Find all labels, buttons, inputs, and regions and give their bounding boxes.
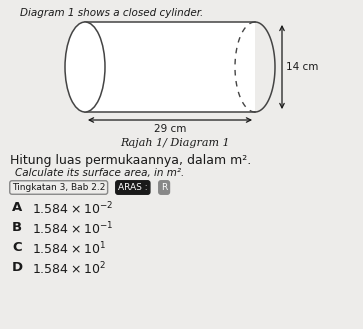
Text: $1.584\times10^{1}$: $1.584\times10^{1}$	[32, 241, 106, 258]
Text: 14 cm: 14 cm	[286, 62, 318, 72]
Text: Calculate its surface area, in m².: Calculate its surface area, in m².	[15, 168, 184, 178]
Text: A: A	[12, 201, 22, 214]
Text: $1.584\times10^{2}$: $1.584\times10^{2}$	[32, 261, 106, 278]
Text: $1.584\times10^{-1}$: $1.584\times10^{-1}$	[32, 221, 113, 238]
Text: 29 cm: 29 cm	[154, 124, 186, 134]
Text: Rajah 1/ Diagram 1: Rajah 1/ Diagram 1	[120, 138, 230, 148]
Text: Diagram 1 shows a closed cylinder.: Diagram 1 shows a closed cylinder.	[20, 8, 203, 18]
Text: D: D	[12, 261, 23, 274]
Polygon shape	[85, 22, 255, 112]
Text: C: C	[12, 241, 22, 254]
Text: Tingkatan 3, Bab 2.2: Tingkatan 3, Bab 2.2	[12, 183, 105, 192]
Text: B: B	[12, 221, 22, 234]
Text: $1.584\times10^{-2}$: $1.584\times10^{-2}$	[32, 201, 113, 217]
Text: ARAS :: ARAS :	[118, 183, 148, 192]
Text: R: R	[161, 183, 167, 192]
Ellipse shape	[65, 22, 105, 112]
Text: Hitung luas permukaannya, dalam m².: Hitung luas permukaannya, dalam m².	[10, 154, 251, 167]
